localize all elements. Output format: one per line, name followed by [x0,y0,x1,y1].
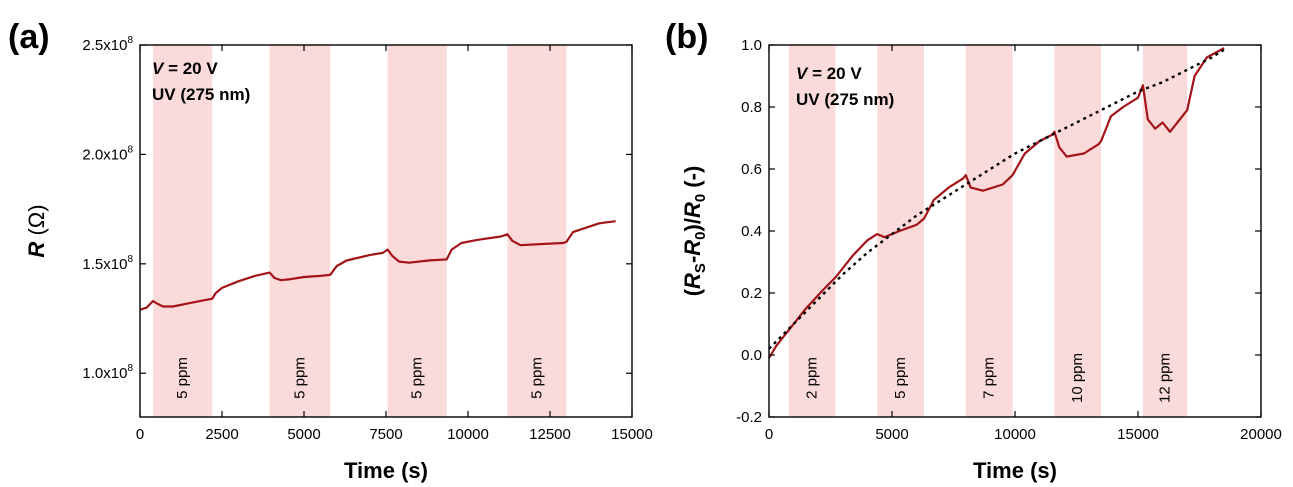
panel-a-condition-voltage-value: = 20 V [163,59,218,78]
panel-b-x-tick-label: 20000 [1240,426,1282,443]
panel-a-y-tick-base: 2.0x10 [82,146,127,163]
panel-b-y-axis-title-part: ( [680,288,705,296]
panel-b-band-label: 5 ppm [892,357,909,399]
panel-a-y-tick-exp: 8 [127,144,133,155]
panel-a-y-tick-base: 1.5x10 [82,256,127,273]
panel-b-x-tick-label: 10000 [994,426,1036,443]
panel-b-y-ticks: -0.2 0.0 0.2 0.4 0.6 0.8 1.0 [736,37,1261,426]
panel-a-band [387,45,447,417]
panel-a-y-tick-base: 2.5x10 [82,37,127,54]
panel-b-y-axis-title-part: - [680,256,705,263]
panel-b-band-label: 12 ppm [1157,353,1174,403]
panel-a-y-tick-label: 1.0x108 [82,363,133,382]
panel-b-condition-voltage-var: V [796,64,809,83]
panel-a-y-axis-symbol: R [24,242,49,258]
panel-a-label: (a) [8,18,50,56]
panel-a-x-axis-title: Time (s) [344,458,428,483]
panel-a-y-axis-unit: (Ω) [24,204,49,235]
panel-a-series-line [139,220,616,311]
panel-b-y-tick-label: 0.2 [741,285,762,302]
panel-a-x-tick-label: 10000 [447,426,489,443]
panel-a-y-tick-exp: 8 [127,35,133,46]
panel-b-y-axis-title-part: S [692,263,709,273]
panel-a-band-label: 5 ppm [528,357,545,399]
panel-a-x-tick-label: 7500 [369,426,402,443]
panel-a-condition-voltage: V = 20 V [152,59,218,78]
panel-b-y-tick-label: -0.2 [736,409,762,426]
panel-a-x-tick-label: 2500 [205,426,238,443]
panel-b-x-ticks: 0 5000 10000 15000 20000 [765,45,1282,443]
panel-b-condition-voltage-value: = 20 V [807,64,862,83]
panel-a-condition-voltage-var: V [152,59,165,78]
panel-a-x-tick-label: 0 [136,426,144,443]
panel-b-y-axis-title-part: R [680,273,705,289]
panel-b-bands [788,45,1188,417]
panel-a-band-label: 5 ppm [174,357,191,399]
panel-a-y-tick-exp: 8 [127,363,133,374]
panel-b-band [788,45,836,417]
panel-b-y-tick-label: 0.0 [741,347,762,364]
panel-b-x-tick-label: 0 [765,426,773,443]
panel-a-band [269,45,331,417]
panel-b-y-axis-title-part: (-) [680,166,705,194]
panel-b-y-axis-title-part: )/ [680,218,705,231]
panel-b-y-axis-title-part: 0 [692,231,709,239]
panel-b-band-label: 7 ppm [981,357,998,399]
panel-a-x-tick-label: 5000 [287,426,320,443]
panel-b-y-tick-label: 0.8 [741,99,762,116]
panel-b-x-axis-title: Time (s) [973,458,1057,483]
panel-b-band [965,45,1013,417]
panel-a-band [507,45,567,417]
panel-b-label: (b) [665,18,708,56]
panel-a-band-labels: 5 ppm 5 ppm 5 ppm 5 ppm [174,357,545,399]
panel-b-band-label: 10 ppm [1069,353,1086,403]
panel-b-condition-uv: UV (275 nm) [796,90,894,109]
panel-a-x-tick-label: 15000 [611,426,653,443]
panel-a-y-tick-label: 2.0x108 [82,144,133,163]
panel-b-series [768,47,1225,359]
panel-b-y-axis-title-part: 0 [692,194,709,202]
panel-b-y-tick-label: 0.4 [741,223,762,240]
panel-b-y-axis-title: (RS-R0)/R0 (-) [680,166,709,297]
panel-b: (b) 2 ppm 5 ppm 7 ppm 10 ppm 12 ppm 0 5000 100… [665,18,1282,483]
panel-b-band-label: 2 ppm [804,357,821,399]
panel-a-band [153,45,213,417]
panel-b-x-tick-label: 15000 [1117,426,1159,443]
panel-a-y-tick-base: 1.0x10 [82,365,127,382]
panel-b-band [1142,45,1188,417]
panel-a-y-axis-title: R (Ω) [24,204,49,257]
panel-b-band-labels: 2 ppm 5 ppm 7 ppm 10 ppm 12 ppm [804,353,1174,403]
panel-a-x-ticks: 0 2500 5000 7500 10000 12500 15000 [136,45,653,443]
panel-a-condition-uv: UV (275 nm) [152,85,250,104]
panel-a: (a) 5 ppm 5 ppm 5 ppm 5 ppm 0 2500 5000 7500 10… [8,18,653,483]
panel-b-fit [768,47,1228,350]
panel-b-y-tick-label: 0.6 [741,161,762,178]
panel-b-x-tick-label: 5000 [875,426,908,443]
panel-b-y-tick-label: 1.0 [741,37,762,54]
panel-b-condition-voltage: V = 20 V [796,64,862,83]
panel-a-series [139,220,616,311]
panel-b-band [1054,45,1102,417]
panel-a-y-tick-label: 1.5x108 [82,254,133,273]
panel-a-x-tick-label: 12500 [529,426,571,443]
panel-a-band-label: 5 ppm [409,357,426,399]
panel-b-series-line [768,47,1225,359]
panel-a-bands [153,45,567,417]
panel-b-y-axis-title-part: R [680,202,705,218]
panel-b-y-axis-title-part: R [680,240,705,256]
panel-a-band-label: 5 ppm [291,357,308,399]
panel-a-y-tick-label: 2.5x108 [82,35,133,54]
panel-a-y-tick-exp: 8 [127,254,133,265]
panel-b-fit-line [768,47,1228,350]
